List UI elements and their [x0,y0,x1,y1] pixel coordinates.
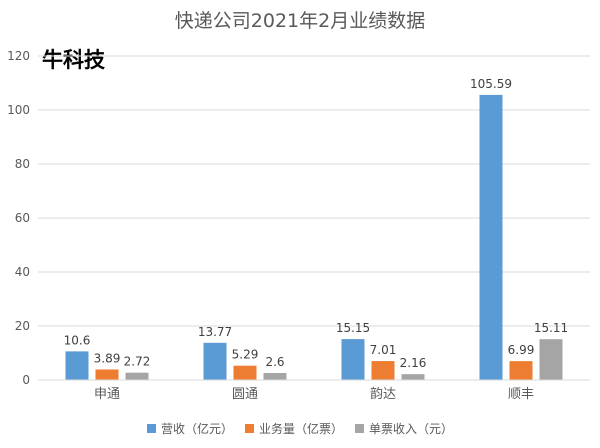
chart-title: 快递公司2021年2月业绩数据 [174,10,426,32]
data-label: 10.6 [64,333,91,347]
data-label: 2.72 [124,355,151,369]
x-tick-label: 圆通 [232,387,258,402]
bar [263,372,287,380]
data-label: 2.6 [265,355,284,369]
bar [401,374,425,380]
data-label: 5.29 [232,348,259,362]
legend-swatch [146,424,156,433]
y-tick-label: 80 [15,157,30,171]
legend-label: 营收（亿元） [160,422,233,436]
x-tick-label: 韵达 [370,387,396,402]
bar [65,351,89,380]
bar [341,339,365,380]
y-tick-label: 20 [15,319,30,333]
x-tick-label: 顺丰 [508,387,534,402]
bar [125,372,149,380]
y-tick-label: 0 [22,373,30,387]
legend-swatch [244,424,254,433]
bar [95,369,119,380]
bar [233,365,257,380]
data-label: 105.59 [470,77,512,91]
watermark-logo: 牛科技 [42,48,105,72]
legend-label: 业务量（亿票） [258,422,343,436]
data-label: 3.89 [94,351,121,365]
bar [371,361,395,380]
legend-item: 业务量（亿票） [244,420,343,437]
y-tick-label: 60 [15,211,30,225]
legend-label: 单票收入（元） [369,422,454,436]
data-label: 6.99 [508,343,535,357]
data-label: 2.16 [400,356,427,370]
bar [479,94,503,381]
data-label: 15.11 [534,321,568,335]
legend-swatch [355,424,364,433]
y-tick-label: 120 [7,49,30,63]
legend-item: 单票收入（元） [355,420,453,437]
bar [539,339,563,380]
y-tick-label: 40 [15,265,30,279]
data-label: 13.77 [198,325,232,339]
y-tick-label: 100 [7,103,30,117]
data-label: 15.15 [336,321,370,335]
bar [203,342,227,380]
data-label: 7.01 [370,343,397,357]
legend-item: 营收（亿元） [146,420,233,437]
legend: 营收（亿元） 业务量（亿票） 单票收入（元） [0,420,600,437]
bar [509,361,533,380]
x-tick-label: 申通 [94,387,120,402]
